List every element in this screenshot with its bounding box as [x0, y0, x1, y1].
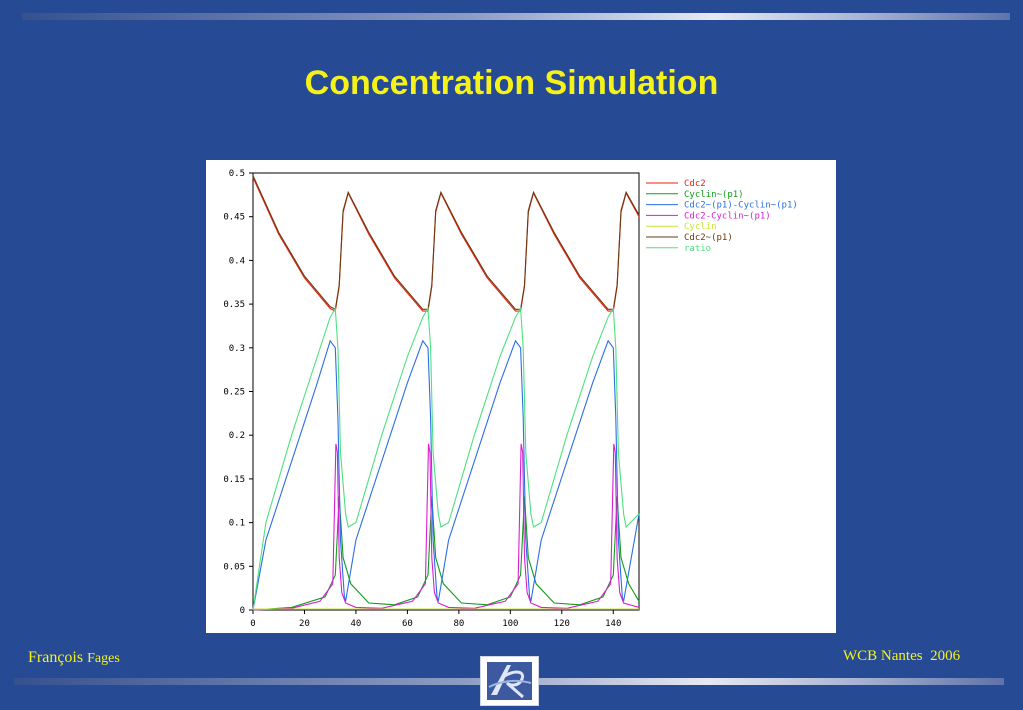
- x-tick-label: 40: [351, 619, 362, 629]
- series-line-cdc2-cyclin-p1-: [252, 443, 640, 611]
- footer-event: WCB Nantes 2006: [843, 648, 961, 664]
- series-line-cdc2-p1-cyclin-p1-: [252, 339, 640, 611]
- x-tick-label: 20: [299, 619, 310, 629]
- series-line-cdc2-p1-: [252, 175, 640, 311]
- series-line-ratio: [252, 306, 640, 611]
- x-tick-label: 140: [605, 619, 621, 629]
- footer-author: François Fages: [28, 649, 120, 667]
- legend-label: Cdc2: [684, 179, 706, 189]
- y-tick-label: 0.25: [223, 388, 245, 398]
- x-tick-label: 80: [453, 619, 464, 629]
- y-tick-label: 0.4: [229, 256, 245, 266]
- y-tick-label: 0.3: [229, 344, 245, 354]
- x-tick-label: 120: [554, 619, 570, 629]
- y-tick-label: 0: [240, 606, 245, 616]
- legend-label: Cdc2~(p1): [684, 233, 733, 243]
- y-tick-label: 0.1: [229, 519, 245, 529]
- y-tick-label: 0.15: [223, 475, 245, 485]
- y-tick-label: 0.2: [229, 431, 245, 441]
- x-tick-label: 100: [502, 619, 518, 629]
- author-first-name: François: [28, 649, 84, 666]
- inria-logo-icon: [480, 656, 539, 706]
- legend-label: Cyclin~(p1): [684, 190, 744, 200]
- author-last-name: Fages: [87, 651, 120, 666]
- legend-label: ratio: [684, 244, 711, 254]
- concentration-chart: 0 20 40 60 80 100 120 140 0 0.05 0.1 0.15 0.2 0.25 0.3…: [223, 169, 798, 629]
- x-tick-label: 60: [402, 619, 413, 629]
- top-decorative-bar: [22, 13, 1010, 20]
- y-tick-label: 0.45: [223, 213, 245, 223]
- series-line-cdc2: [252, 177, 640, 312]
- slide-title: Concentration Simulation: [304, 64, 719, 102]
- legend-label: Cdc2~(p1)-Cyclin~(p1): [684, 201, 798, 211]
- y-tick-label: 0.05: [223, 562, 245, 572]
- chart-panel: 0 20 40 60 80 100 120 140 0 0.05 0.1 0.15 0.2 0.25 0.3…: [206, 160, 836, 633]
- y-tick-label: 0.35: [223, 300, 245, 310]
- x-tick-label: 0: [250, 619, 255, 629]
- y-tick-label: 0.5: [229, 169, 245, 179]
- legend-label: Cyclin: [684, 222, 717, 232]
- legend-label: Cdc2-Cyclin~(p1): [684, 211, 771, 221]
